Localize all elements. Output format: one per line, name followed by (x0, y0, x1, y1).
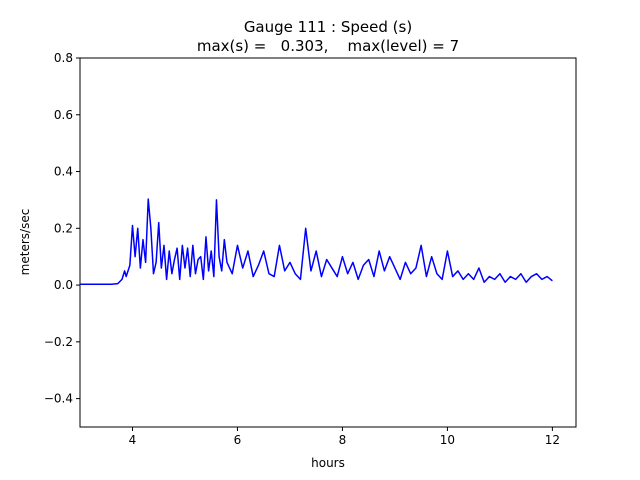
plot-frame (79, 57, 577, 428)
y-tick-label: 0.8 (54, 51, 73, 65)
y-tick-label: −0.2 (44, 335, 73, 349)
x-tick-label: 8 (339, 433, 347, 447)
y-tick-label: 0.4 (54, 165, 73, 179)
series-line-0 (80, 198, 553, 285)
y-axis-label: meters/sec (18, 209, 32, 276)
y-tick-label: −0.4 (44, 392, 73, 406)
y-tick-label: 0.2 (54, 221, 73, 235)
y-tick-label: 0.0 (54, 278, 73, 292)
x-tick-label: 4 (129, 433, 137, 447)
x-tick-label: 10 (440, 433, 455, 447)
plot-area: 4 6 8 10 12 −0.4 −0.2 0.0 0.2 0.4 0.6 0.8 (44, 51, 577, 447)
x-axis-label: hours (311, 456, 345, 470)
chart-subtitle: max(s) = 0.303, max(level) = 7 (197, 37, 459, 55)
y-tick-label: 0.6 (54, 108, 73, 122)
x-tick-label: 12 (545, 433, 560, 447)
chart-title: Gauge 111 : Speed (s) (244, 18, 412, 36)
x-tick-label: 6 (234, 433, 242, 447)
